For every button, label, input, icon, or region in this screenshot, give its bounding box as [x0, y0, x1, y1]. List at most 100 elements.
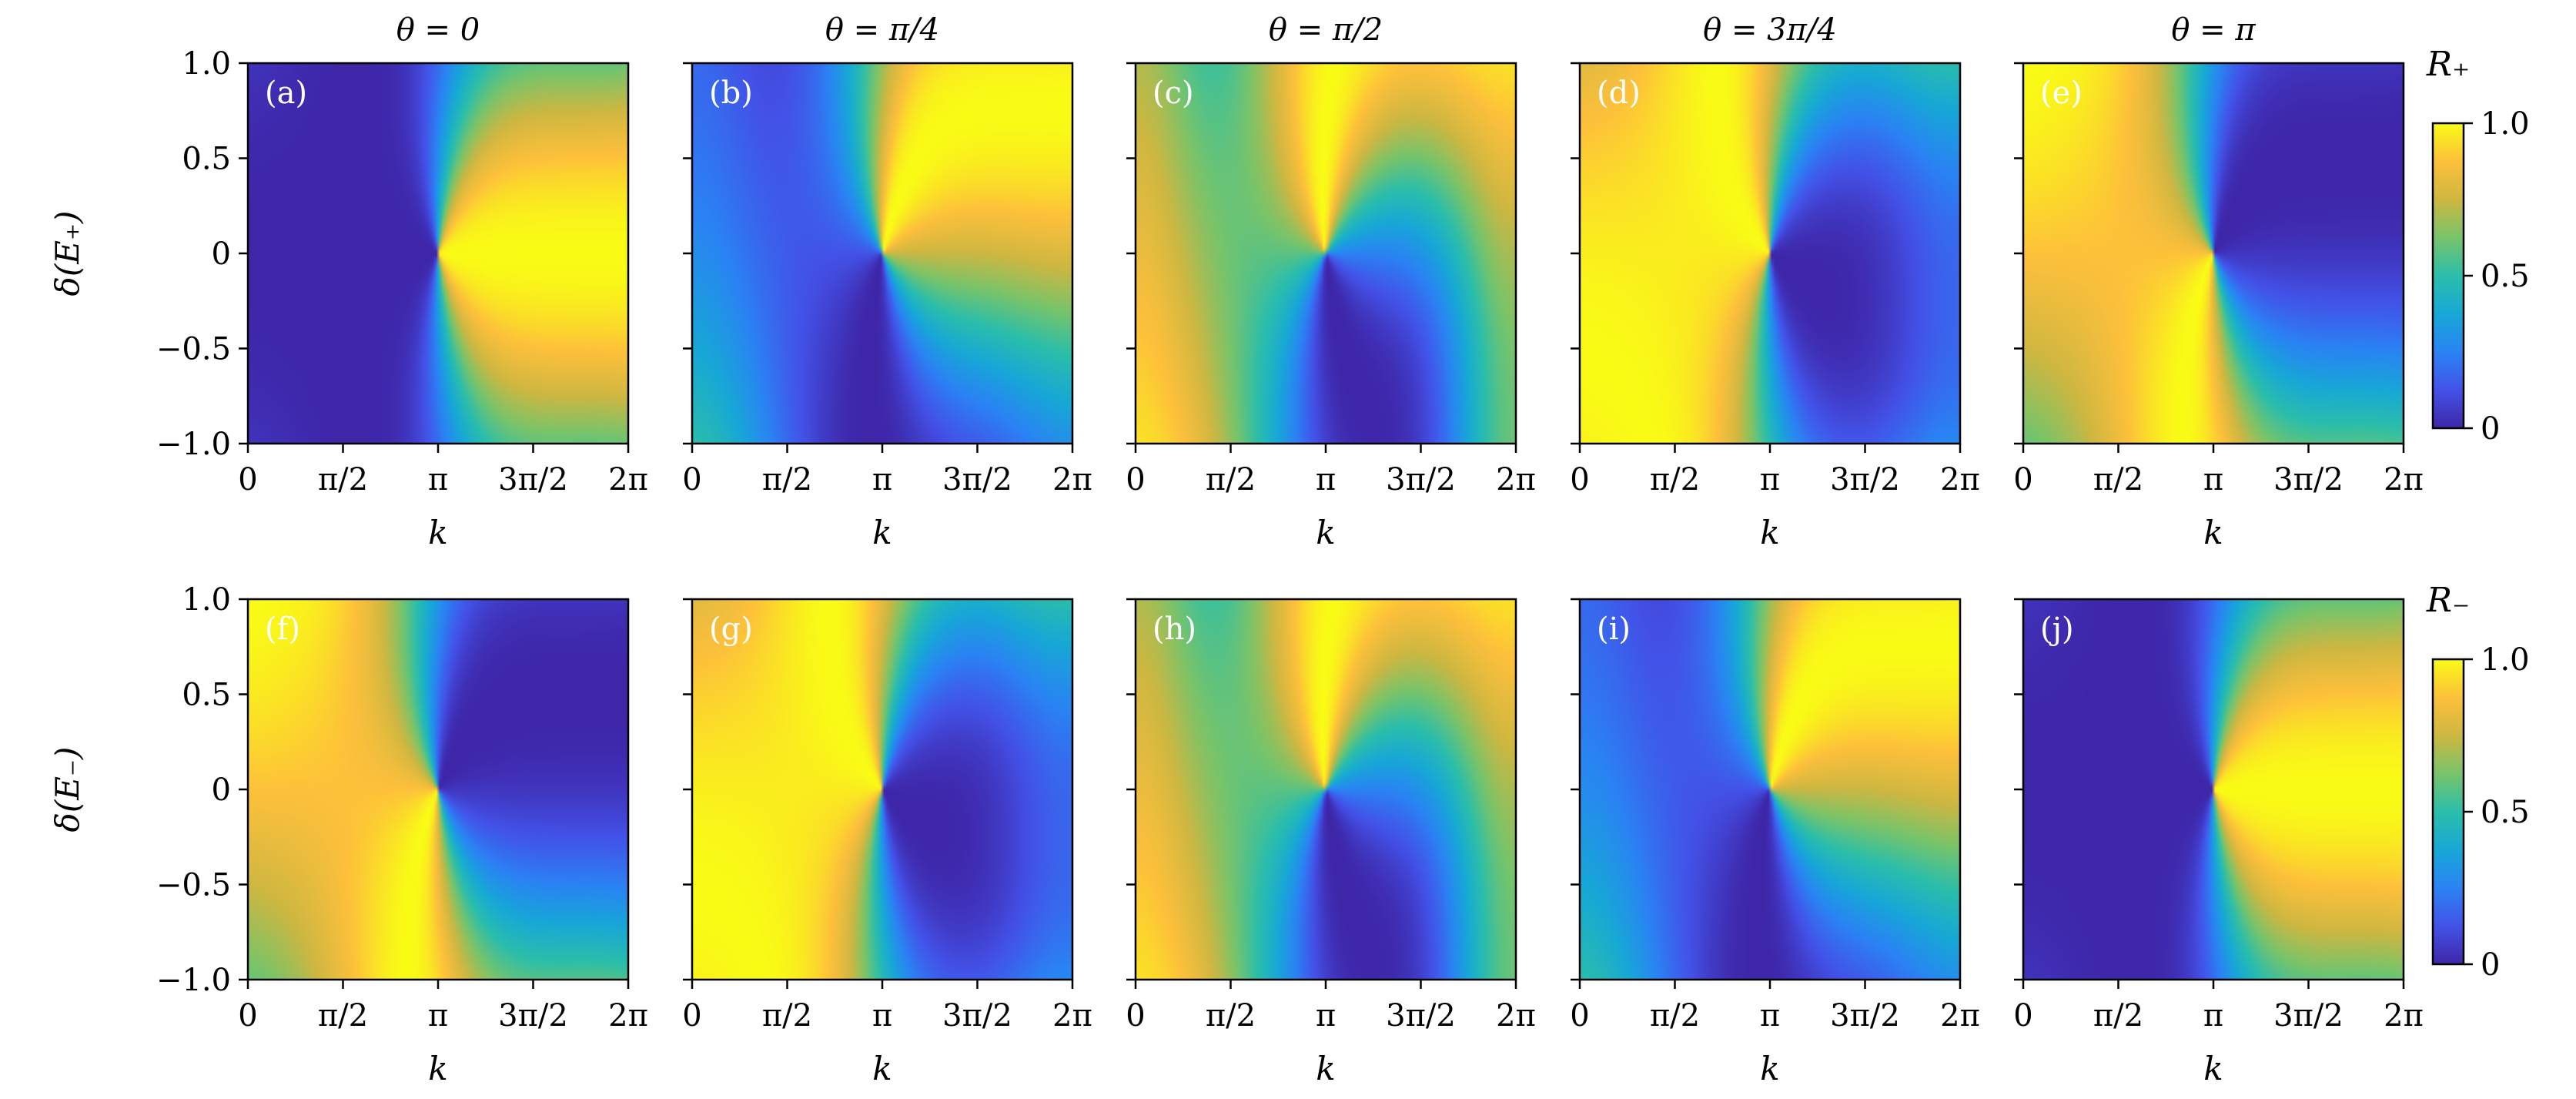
heatmap-g — [692, 599, 1072, 980]
panel-label-j: (j) — [2040, 611, 2074, 647]
panel-title-e: θ = π — [2171, 12, 2256, 48]
xtick-label: π/2 — [1650, 998, 1700, 1034]
y-axis-label: δ(E₊) — [49, 211, 86, 297]
xtick-label: 2π — [1052, 998, 1092, 1034]
xtick-label: 3π/2 — [1386, 998, 1456, 1034]
panel-b: (b) θ = π/4 0 π/2 π 3π/2 2π k — [682, 12, 1092, 551]
panel-label-h: (h) — [1153, 611, 1196, 647]
panel-c: (c) θ = π/2 0 π/2 π 3π/2 2π k — [1126, 12, 1536, 551]
xtick-label: 0 — [238, 998, 257, 1034]
panel-title-b: θ = π/4 — [825, 12, 939, 48]
colorbar-tick-label: 0.5 — [2481, 795, 2530, 830]
xtick-label: 2π — [1940, 462, 1980, 498]
x-axis-label: k — [2203, 1050, 2223, 1087]
xtick-label: 0 — [682, 462, 701, 498]
xtick-label: 0 — [2013, 462, 2032, 498]
panel-title-c: θ = π/2 — [1269, 12, 1383, 48]
heatmap-d — [1580, 63, 1960, 444]
x-axis-label: k — [1316, 1050, 1335, 1087]
xtick-label: 3π/2 — [498, 462, 568, 498]
heatmap-i — [1580, 599, 1960, 980]
xtick-label: π — [428, 462, 448, 498]
colorbar-bottom: R₋ 0 0.5 1.0 — [2426, 581, 2530, 983]
colorbar-label: R₋ — [2426, 581, 2470, 620]
x-axis-label: k — [872, 1050, 892, 1087]
ytick-label: −1.0 — [156, 963, 231, 998]
heatmap-e — [2023, 63, 2404, 444]
panel-j: (j) 0 π/2 π 3π/2 2π k — [2013, 598, 2424, 1087]
colorbar-tick-label: 1.0 — [2481, 106, 2530, 142]
x-axis-label: k — [1316, 514, 1335, 551]
x-axis-label: k — [1760, 514, 1779, 551]
xtick-label: 3π/2 — [1830, 462, 1900, 498]
panel-f: (f) 0 π/2 π 3π/2 2π k −1.0 −0.5 0 0.5 1.0 δ(E₋) — [49, 582, 648, 1087]
ytick-label: 0 — [212, 236, 231, 272]
panel-label-d: (d) — [1597, 75, 1641, 111]
panel-label-b: (b) — [709, 75, 753, 111]
panel-label-i: (i) — [1597, 611, 1631, 647]
xtick-label: π — [428, 998, 448, 1034]
xtick-label: 2π — [2384, 462, 2424, 498]
xtick-label: π/2 — [1650, 462, 1700, 498]
colorbar-gradient — [2431, 658, 2465, 966]
colorbar-label: R₊ — [2426, 45, 2470, 84]
heatmap-h — [1136, 599, 1516, 980]
ytick-label: −0.5 — [156, 868, 231, 903]
xtick-label: π/2 — [1206, 998, 1256, 1034]
xtick-label: π — [1760, 998, 1780, 1034]
ytick-label: 1.0 — [182, 46, 231, 82]
colorbar-tick-label: 1.0 — [2481, 642, 2530, 678]
heatmap-a — [248, 63, 628, 444]
x-axis-label: k — [1760, 1050, 1779, 1087]
panel-title-d: θ = 3π/4 — [1703, 12, 1837, 48]
xtick-label: 3π/2 — [2273, 998, 2343, 1034]
xtick-label: 2π — [608, 462, 648, 498]
colorbar-tick-label: 0 — [2481, 947, 2500, 983]
panel-label-a: (a) — [265, 75, 307, 111]
xtick-label: 2π — [2384, 998, 2424, 1034]
xtick-label: 2π — [1496, 462, 1536, 498]
xtick-label: 3π/2 — [942, 462, 1012, 498]
panel-title-a: θ = 0 — [396, 12, 480, 48]
panel-label-e: (e) — [2040, 75, 2083, 111]
xtick-label: 0 — [1570, 462, 1589, 498]
xtick-label: 3π/2 — [942, 998, 1012, 1034]
x-axis-label: k — [428, 514, 447, 551]
ytick-label: 0.5 — [182, 142, 231, 177]
heatmap-f — [248, 599, 628, 980]
panel-g: (g) 0 π/2 π 3π/2 2π k — [682, 598, 1092, 1087]
colorbar-tick-label: 0.5 — [2481, 259, 2530, 294]
xtick-label: π — [1316, 998, 1336, 1034]
colorbar-tick-label: 0 — [2481, 411, 2500, 447]
heatmap-b — [692, 63, 1072, 444]
colorbar-top: R₊ 0 0.5 1.0 — [2426, 45, 2530, 447]
xtick-label: 3π/2 — [1830, 998, 1900, 1034]
panel-e: (e) θ = π 0 π/2 π 3π/2 2π k — [2013, 12, 2424, 551]
xtick-label: 2π — [1052, 462, 1092, 498]
xtick-label: 0 — [1126, 462, 1145, 498]
panel-label-f: (f) — [265, 611, 300, 647]
xtick-label: π — [1760, 462, 1780, 498]
panel-i: (i) 0 π/2 π 3π/2 2π k — [1570, 598, 1980, 1087]
xtick-label: 2π — [608, 998, 648, 1034]
heatmap-j — [2023, 599, 2404, 980]
ytick-label: −1.0 — [156, 427, 231, 462]
panel-a: (a) θ = 0 0 π/2 π 3π/2 2π k −1.0 −0.5 0 0.5 1.0 δ(E₊) — [49, 12, 648, 551]
xtick-label: π — [872, 462, 892, 498]
heatmap-c — [1136, 63, 1516, 444]
colorbar-gradient — [2431, 122, 2465, 430]
xtick-label: π/2 — [318, 998, 368, 1034]
xtick-label: 0 — [2013, 998, 2032, 1034]
xtick-label: π — [872, 998, 892, 1034]
xtick-label: 0 — [238, 462, 257, 498]
xtick-label: π/2 — [2093, 462, 2143, 498]
xtick-label: π/2 — [1206, 462, 1256, 498]
xtick-label: 2π — [1940, 998, 1980, 1034]
ytick-label: 0 — [212, 772, 231, 808]
panel-d: (d) θ = 3π/4 0 π/2 π 3π/2 2π k — [1570, 12, 1980, 551]
xtick-label: π — [2203, 462, 2223, 498]
xtick-label: π/2 — [762, 462, 812, 498]
panel-label-c: (c) — [1153, 75, 1194, 111]
x-axis-label: k — [428, 1050, 447, 1087]
